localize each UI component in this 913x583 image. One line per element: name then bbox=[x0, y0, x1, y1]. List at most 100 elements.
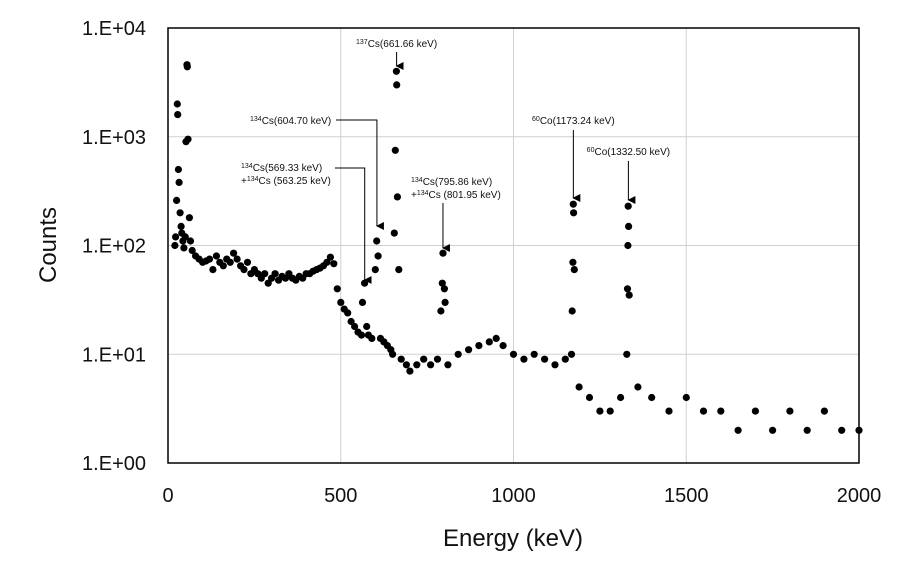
data-point bbox=[606, 407, 614, 415]
data-point bbox=[665, 407, 673, 415]
data-point bbox=[347, 317, 355, 326]
data-point bbox=[373, 237, 381, 245]
data-point bbox=[184, 135, 192, 143]
data-point bbox=[438, 279, 446, 287]
arrow-cs134-604 bbox=[336, 119, 384, 230]
data-point bbox=[439, 249, 447, 257]
x-axis-title: Energy (keV) bbox=[443, 525, 583, 552]
data-point bbox=[391, 146, 399, 154]
data-point bbox=[803, 426, 811, 434]
y-tick-label: 1.E+04 bbox=[82, 18, 146, 40]
data-point bbox=[174, 111, 182, 119]
data-point bbox=[406, 367, 414, 375]
data-point bbox=[389, 350, 397, 358]
data-point bbox=[855, 426, 863, 434]
data-point bbox=[209, 266, 217, 274]
data-point bbox=[402, 361, 410, 369]
data-point bbox=[786, 407, 794, 415]
data-point bbox=[441, 298, 449, 306]
data-point bbox=[769, 426, 777, 434]
data-point bbox=[623, 285, 632, 293]
arrow-cs134-569 bbox=[335, 167, 372, 284]
data-point bbox=[699, 407, 708, 415]
data-point bbox=[444, 361, 452, 369]
data-point bbox=[530, 350, 538, 358]
x-tick-label: 2000 bbox=[837, 485, 882, 507]
data-point bbox=[499, 342, 507, 350]
data-point bbox=[569, 258, 577, 266]
data-point bbox=[337, 298, 345, 306]
data-point bbox=[326, 253, 334, 261]
data-point bbox=[219, 262, 227, 270]
data-point bbox=[230, 249, 238, 257]
data-point bbox=[569, 200, 577, 208]
data-point bbox=[368, 334, 376, 342]
data-point bbox=[648, 393, 656, 402]
data-point bbox=[390, 229, 398, 237]
data-point bbox=[186, 237, 195, 245]
peak-annotations: 137Cs(661.66 keV) 134Cs(604.70 keV) 134Cs(… bbox=[241, 39, 670, 284]
annotation-cs134-796: 134Cs(795.86 keV) bbox=[411, 177, 492, 189]
x-tick-label: 500 bbox=[324, 485, 357, 507]
data-point bbox=[820, 407, 829, 415]
data-point bbox=[485, 338, 493, 346]
data-point bbox=[734, 426, 742, 434]
data-point bbox=[205, 255, 214, 263]
data-point bbox=[243, 258, 252, 266]
annotation-cs134-569: 134Cs(569.33 keV) bbox=[241, 163, 322, 175]
data-point bbox=[371, 266, 379, 274]
data-point bbox=[509, 350, 518, 358]
data-point bbox=[624, 241, 632, 250]
annotation-cs137: 137Cs(661.66 keV) bbox=[356, 39, 437, 51]
data-point bbox=[176, 209, 184, 217]
data-point bbox=[173, 196, 181, 204]
data-point bbox=[171, 241, 179, 250]
data-point bbox=[575, 383, 583, 391]
data-point bbox=[625, 291, 633, 299]
data-points bbox=[171, 61, 863, 434]
data-point bbox=[357, 331, 366, 339]
data-point bbox=[395, 266, 403, 274]
data-point bbox=[333, 285, 341, 293]
annotation-co60-1332: 60Co(1332.50 keV) bbox=[587, 147, 670, 159]
data-point bbox=[561, 355, 569, 363]
data-point bbox=[437, 307, 445, 315]
annotation-cs134-563: +134Cs (563.25 keV) bbox=[241, 176, 331, 188]
data-point bbox=[570, 209, 578, 217]
data-point bbox=[838, 426, 846, 434]
data-point bbox=[363, 322, 371, 331]
annotation-cs134-604: 134Cs(604.70 keV) bbox=[250, 116, 331, 128]
data-point bbox=[330, 260, 338, 268]
data-point bbox=[212, 252, 220, 260]
data-point bbox=[374, 252, 382, 260]
data-point bbox=[433, 355, 442, 363]
y-axis-title: Counts bbox=[35, 207, 62, 283]
data-point bbox=[717, 407, 725, 415]
data-point bbox=[492, 334, 500, 342]
data-point bbox=[623, 350, 631, 358]
plot-frame bbox=[167, 27, 860, 464]
data-point bbox=[351, 322, 359, 331]
data-point bbox=[520, 355, 528, 363]
data-point bbox=[413, 361, 421, 369]
data-point bbox=[570, 266, 578, 274]
y-tick-label: 1.E+03 bbox=[82, 127, 146, 149]
y-tick-label: 1.E+01 bbox=[82, 344, 146, 366]
x-tick-label: 0 bbox=[162, 485, 173, 507]
y-tick-labels: 1.E+00 1.E+01 1.E+02 1.E+03 1.E+04 bbox=[82, 18, 146, 475]
data-point bbox=[454, 350, 462, 358]
data-point bbox=[585, 393, 594, 402]
data-point bbox=[181, 233, 189, 241]
data-point bbox=[624, 202, 632, 210]
data-point bbox=[475, 342, 483, 350]
grid bbox=[168, 28, 859, 463]
data-point bbox=[596, 407, 604, 415]
data-point bbox=[177, 222, 185, 230]
data-point bbox=[361, 279, 369, 287]
annotation-co60-1173: 60Co(1173.24 keV) bbox=[532, 116, 615, 128]
annotation-cs134-802: +134Cs (801.95 keV) bbox=[411, 190, 501, 202]
data-point bbox=[465, 346, 473, 354]
data-point bbox=[567, 350, 576, 358]
x-tick-label: 1500 bbox=[664, 485, 709, 507]
